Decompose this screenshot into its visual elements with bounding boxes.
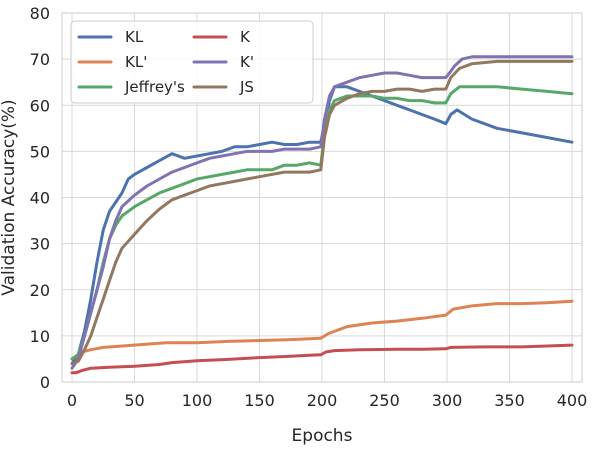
x-tick-label: 250	[369, 391, 400, 410]
y-axis-label: Validation Accuracy(%)	[0, 99, 19, 295]
x-tick-label: 150	[244, 391, 275, 410]
x-axis-ticks: 0 50 100 150 200 250 300 350 400	[67, 391, 587, 410]
legend-entry: K	[240, 28, 251, 46]
x-tick-label: 200	[307, 391, 338, 410]
legend-box	[70, 20, 314, 104]
plot-frame	[61, 12, 583, 383]
y-tick-label: 50	[30, 142, 50, 161]
x-tick-label: 300	[432, 391, 463, 410]
series-line-jeffrey-s-2	[70, 85, 574, 361]
x-axis-label: Epochs	[292, 426, 353, 446]
series-line-k-3	[70, 343, 574, 375]
y-tick-label: 80	[30, 4, 50, 23]
x-tick-label: 0	[67, 391, 77, 410]
x-tick-label: 50	[124, 391, 144, 410]
y-tick-label: 70	[30, 50, 50, 69]
legend-entry: JS	[239, 78, 254, 96]
y-axis-ticks: 0 10 20 30 40 50 60 70 80	[30, 4, 50, 392]
x-tick-label: 100	[182, 391, 213, 410]
y-tick-label: 40	[30, 189, 50, 208]
legend-entry: KL'	[125, 53, 147, 71]
x-tick-label: 350	[494, 391, 525, 410]
series-line-k-4	[70, 55, 574, 370]
series-line-kl-1	[70, 299, 574, 361]
legend-entry: K'	[240, 53, 254, 71]
y-tick-label: 60	[30, 96, 50, 115]
series-line-kl-0	[70, 85, 574, 366]
y-tick-label: 20	[30, 281, 50, 300]
legend-entry: KL	[125, 28, 144, 46]
y-tick-label: 10	[30, 327, 50, 346]
series-line-js-5	[70, 59, 574, 366]
x-tick-label: 400	[557, 391, 588, 410]
legend: KL KL' Jeffrey's K K' JS	[70, 20, 314, 104]
legend-entry: Jeffrey's	[124, 78, 185, 96]
y-tick-label: 30	[30, 235, 50, 254]
y-tick-label: 0	[40, 373, 50, 392]
series-lines	[70, 55, 574, 375]
